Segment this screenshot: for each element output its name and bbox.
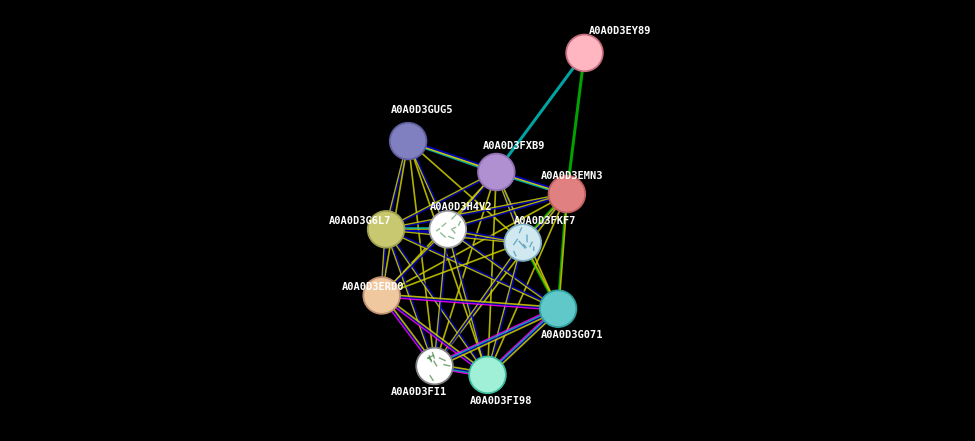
Text: A0A0D3EMN3: A0A0D3EMN3: [540, 172, 603, 181]
Text: A0A0D3FKF7: A0A0D3FKF7: [514, 216, 576, 225]
Circle shape: [539, 290, 576, 327]
Circle shape: [390, 123, 427, 160]
Circle shape: [370, 213, 403, 246]
Text: A0A0D3ERD0: A0A0D3ERD0: [342, 282, 405, 292]
Circle shape: [550, 177, 584, 211]
Text: A0A0D3EY89: A0A0D3EY89: [589, 26, 651, 36]
Text: A0A0D3FI98: A0A0D3FI98: [470, 396, 532, 406]
Text: A0A0D3G071: A0A0D3G071: [540, 330, 603, 340]
Circle shape: [567, 36, 602, 70]
Circle shape: [480, 155, 513, 189]
Circle shape: [416, 348, 453, 385]
Circle shape: [548, 176, 585, 213]
Circle shape: [429, 211, 466, 248]
Circle shape: [506, 226, 539, 259]
Circle shape: [504, 224, 541, 261]
Circle shape: [391, 124, 425, 158]
Circle shape: [471, 358, 504, 392]
Circle shape: [368, 211, 405, 248]
Circle shape: [363, 277, 400, 314]
Circle shape: [469, 356, 506, 393]
Circle shape: [566, 34, 604, 71]
Text: A0A0D3FXB9: A0A0D3FXB9: [483, 141, 546, 150]
Circle shape: [478, 153, 515, 191]
Text: A0A0D3FI1: A0A0D3FI1: [390, 388, 447, 397]
Circle shape: [418, 349, 451, 383]
Circle shape: [365, 279, 399, 312]
Text: A0A0D3H4V2: A0A0D3H4V2: [430, 202, 492, 212]
Text: A0A0D3G6L7: A0A0D3G6L7: [329, 216, 391, 225]
Circle shape: [541, 292, 575, 325]
Text: A0A0D3GUG5: A0A0D3GUG5: [390, 105, 453, 115]
Circle shape: [431, 213, 464, 246]
